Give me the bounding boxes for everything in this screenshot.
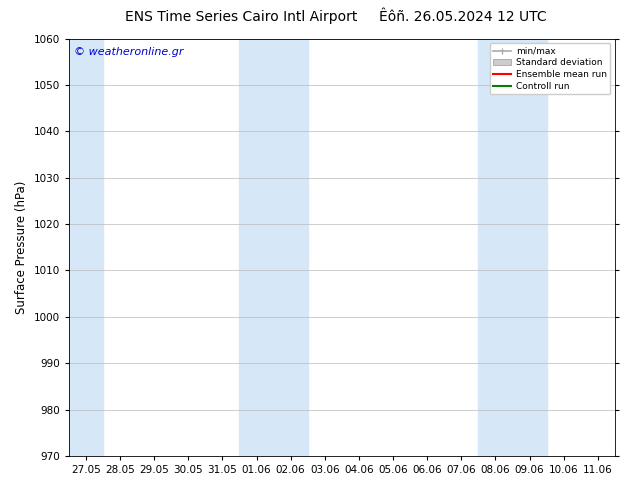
Text: ENS Time Series Cairo Intl Airport: ENS Time Series Cairo Intl Airport: [125, 10, 357, 24]
Text: © weatheronline.gr: © weatheronline.gr: [74, 47, 184, 57]
Bar: [478, 39, 512, 456]
Bar: [240, 39, 274, 456]
Bar: [69, 39, 103, 456]
Text: Êôñ. 26.05.2024 12 UTC: Êôñ. 26.05.2024 12 UTC: [379, 10, 547, 24]
Y-axis label: Surface Pressure (hPa): Surface Pressure (hPa): [15, 181, 28, 314]
Bar: [274, 39, 307, 456]
Bar: [512, 39, 547, 456]
Legend: min/max, Standard deviation, Ensemble mean run, Controll run: min/max, Standard deviation, Ensemble me…: [489, 43, 611, 95]
